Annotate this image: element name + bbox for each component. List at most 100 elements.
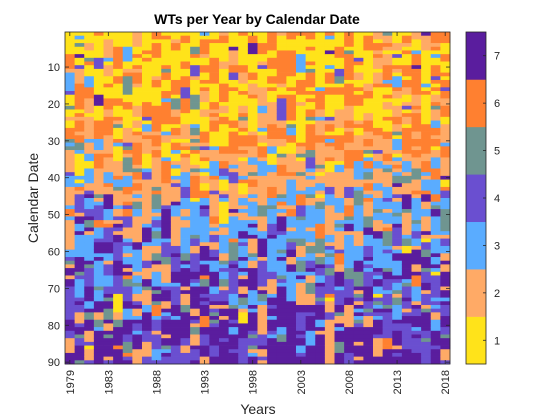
heatmap-cell <box>74 319 85 324</box>
heatmap-cell <box>430 138 441 144</box>
heatmap-cell <box>392 297 403 302</box>
heatmap-cell <box>247 216 258 221</box>
heatmap-cell <box>373 142 383 147</box>
heatmap-cell <box>401 271 412 276</box>
heatmap-cell <box>180 260 191 265</box>
heatmap-cell <box>257 338 268 343</box>
heatmap-cell <box>286 91 297 96</box>
heatmap-cell <box>257 223 268 228</box>
heatmap-cell <box>373 330 383 335</box>
heatmap-cell <box>170 183 181 188</box>
heatmap-cell <box>190 220 201 225</box>
heatmap-cell <box>430 345 441 350</box>
heatmap-cell <box>103 275 114 280</box>
heatmap-cell <box>132 245 143 250</box>
heatmap-cell <box>296 57 306 62</box>
heatmap-cell <box>209 338 220 343</box>
heatmap-cell <box>190 249 201 254</box>
heatmap-cell <box>344 238 355 243</box>
heatmap-cell <box>199 297 210 302</box>
heatmap-cell <box>132 205 143 210</box>
heatmap-cell <box>93 105 104 110</box>
heatmap-cell <box>276 194 287 199</box>
heatmap-cell <box>353 334 364 339</box>
heatmap-cell <box>363 198 374 203</box>
heatmap-cell <box>84 127 95 132</box>
heatmap-cell <box>257 297 268 302</box>
heatmap-cell <box>296 349 306 354</box>
heatmap-cell <box>190 168 201 173</box>
heatmap-cell <box>180 98 191 103</box>
heatmap-cell <box>305 316 316 321</box>
heatmap-cell <box>238 279 249 284</box>
heatmap-cell <box>238 301 249 306</box>
heatmap-cell <box>276 312 287 317</box>
heatmap-cell <box>296 168 306 173</box>
heatmap-cell <box>151 212 162 217</box>
heatmap-cell <box>305 312 316 317</box>
heatmap-cell <box>238 164 249 169</box>
heatmap-cell <box>142 286 152 291</box>
heatmap-cell <box>228 260 239 265</box>
heatmap-cell <box>267 46 278 51</box>
heatmap-cell <box>170 279 181 284</box>
heatmap-cell <box>392 157 403 162</box>
heatmap-cell <box>286 153 297 158</box>
heatmap-cell <box>373 327 383 332</box>
heatmap-cell <box>401 102 412 107</box>
heatmap-cell <box>296 164 306 169</box>
heatmap-cell <box>190 79 201 84</box>
heatmap-cell <box>411 238 422 243</box>
heatmap-cell <box>334 116 345 121</box>
heatmap-cell <box>180 242 191 247</box>
heatmap-cell <box>267 138 278 144</box>
heatmap-cell <box>228 323 239 328</box>
heatmap-cell <box>142 264 152 269</box>
heatmap-cell <box>334 135 345 140</box>
heatmap-cell <box>103 150 114 155</box>
heatmap-cell <box>228 153 239 158</box>
heatmap-cell <box>180 94 191 99</box>
heatmap-cell <box>151 264 162 269</box>
heatmap-cell <box>132 301 143 306</box>
heatmap-cell <box>228 220 239 225</box>
heatmap-cell <box>74 249 85 254</box>
heatmap-cell <box>411 116 422 121</box>
heatmap-cell <box>219 308 229 313</box>
y-tick-label: 10 <box>48 62 60 74</box>
heatmap-cell <box>122 79 133 84</box>
heatmap-cell <box>132 282 143 287</box>
heatmap-cell <box>228 212 239 217</box>
heatmap-cell <box>344 54 355 59</box>
heatmap-cell <box>373 150 383 155</box>
heatmap-cell <box>247 54 258 59</box>
heatmap-cell <box>209 290 220 295</box>
heatmap-cell <box>276 319 287 324</box>
heatmap-cell <box>353 131 364 136</box>
heatmap-cell <box>334 330 345 335</box>
heatmap-cell <box>401 231 412 236</box>
heatmap-cell <box>401 76 412 81</box>
heatmap-cell <box>257 308 268 313</box>
heatmap-cell <box>103 345 114 350</box>
heatmap-cell <box>363 175 374 180</box>
heatmap-cell <box>363 61 374 66</box>
heatmap-cell <box>257 253 268 258</box>
heatmap-cell <box>257 113 268 118</box>
heatmap-cell <box>132 260 143 265</box>
heatmap-cell <box>286 35 297 40</box>
heatmap-cell <box>113 150 124 155</box>
heatmap-cell <box>180 39 191 44</box>
heatmap-cell <box>411 338 422 343</box>
heatmap-cell <box>170 153 181 158</box>
heatmap-cell <box>382 135 393 140</box>
heatmap-cell <box>382 124 393 129</box>
heatmap-cell <box>132 334 143 339</box>
heatmap-cell <box>247 268 258 273</box>
heatmap-cell <box>257 109 268 114</box>
heatmap-cell <box>228 282 239 287</box>
heatmap-cell <box>286 308 297 313</box>
heatmap-cell <box>363 356 374 361</box>
heatmap-cell <box>382 268 393 273</box>
heatmap-cell <box>161 209 172 214</box>
